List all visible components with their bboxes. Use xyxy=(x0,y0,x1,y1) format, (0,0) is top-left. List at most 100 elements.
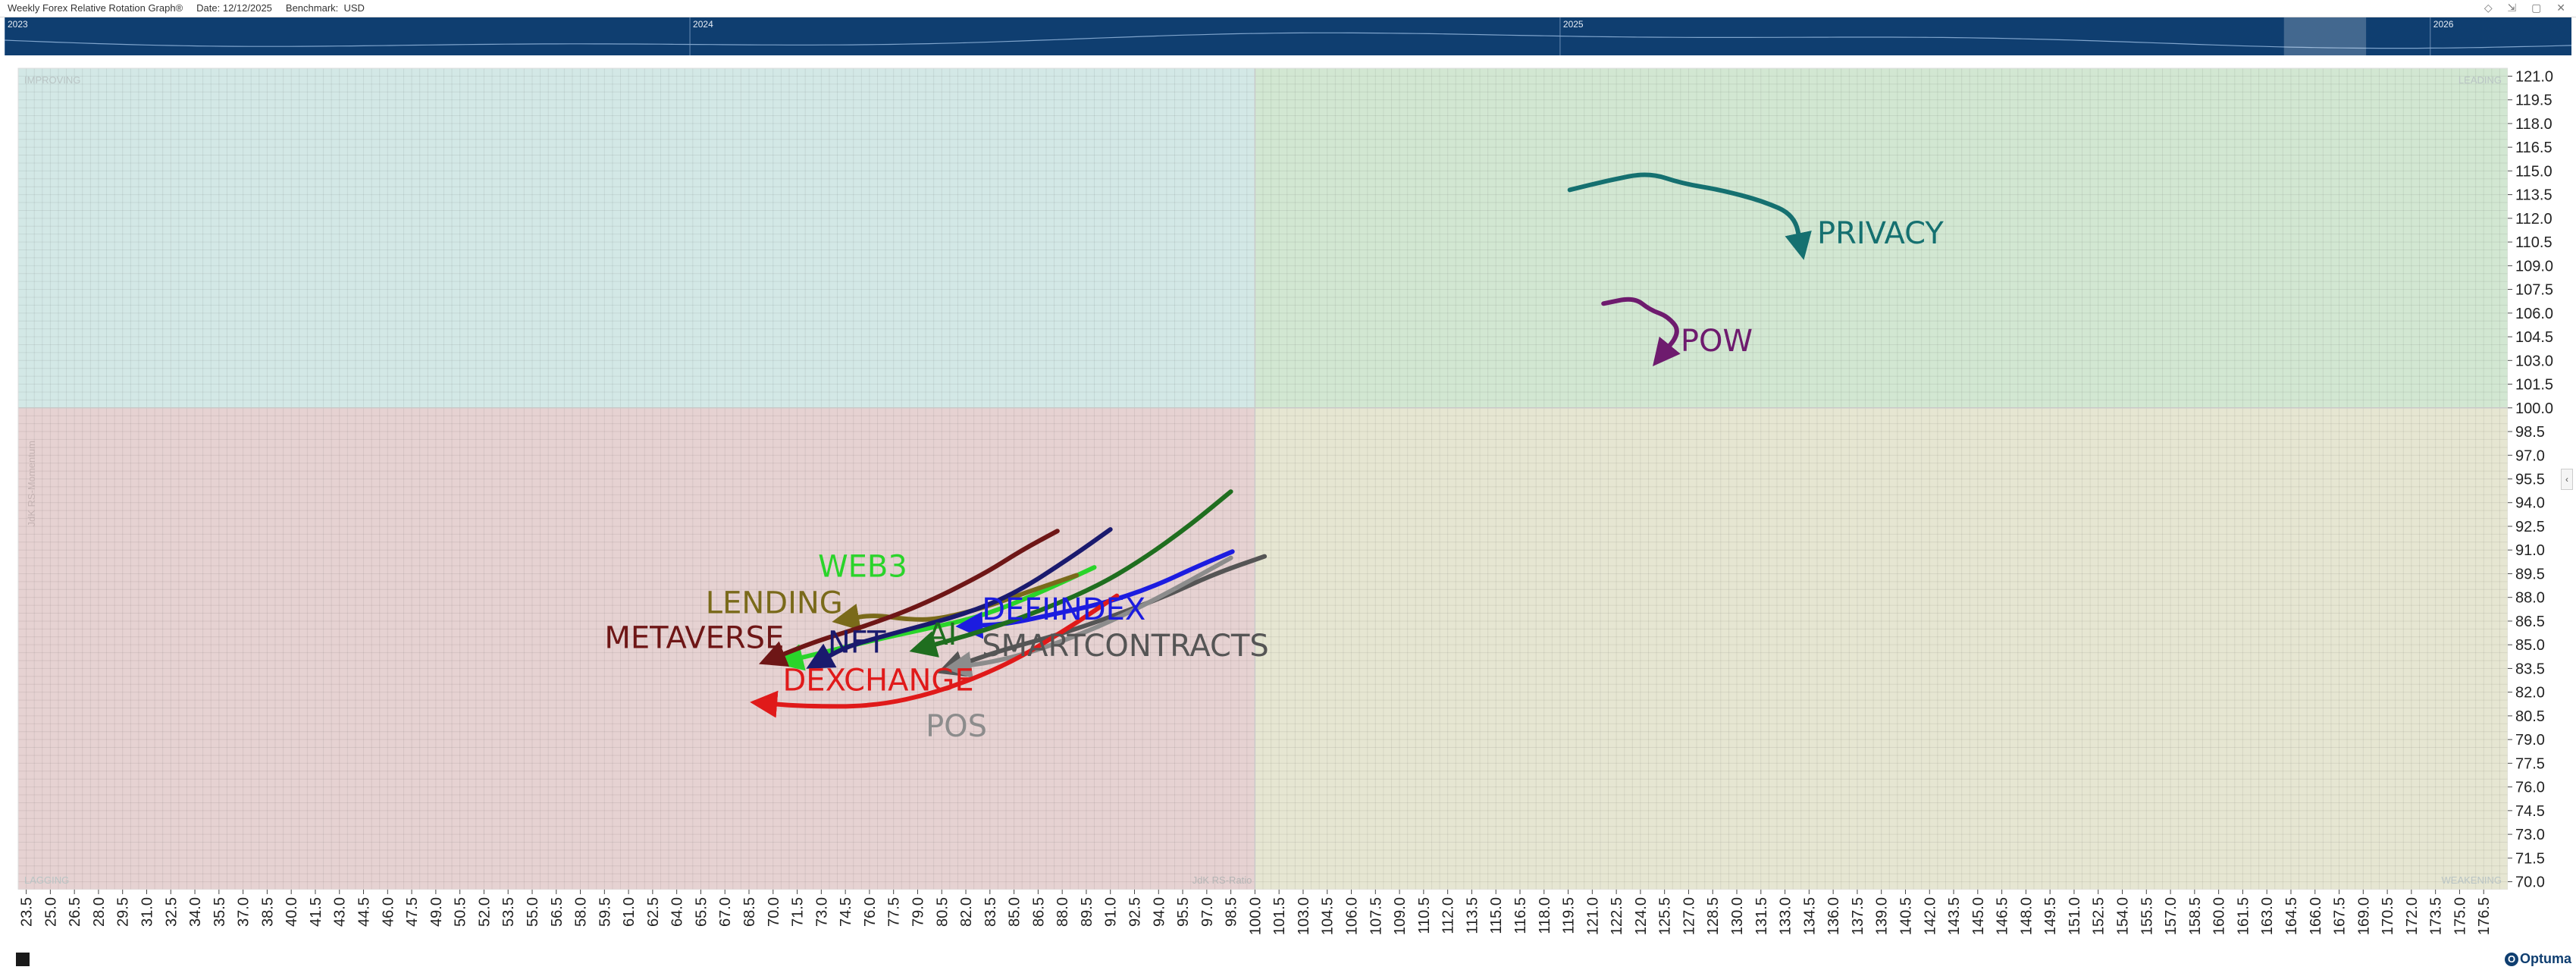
y-tick-label: 100.0 xyxy=(2515,400,2553,417)
series-label-web3: WEB3 xyxy=(818,550,907,585)
x-tick-label: 88.0 xyxy=(1055,897,1071,927)
x-tick-label: 94.0 xyxy=(1151,897,1167,927)
x-tick-label: 119.5 xyxy=(1561,897,1578,934)
x-tick-label: 136.0 xyxy=(1825,897,1842,935)
quadrant-improving xyxy=(18,68,1255,408)
y-tick-label: 107.5 xyxy=(2515,282,2553,299)
y-tick-label: 94.0 xyxy=(2515,495,2545,512)
x-tick-label: 149.5 xyxy=(2042,897,2059,935)
y-tick-label: 110.5 xyxy=(2515,234,2552,251)
quadrant-label-lagging: LAGGING xyxy=(24,874,69,886)
x-tick-label: 59.5 xyxy=(597,897,613,927)
timeline-selection-window xyxy=(2283,17,2367,55)
x-tick-label: 85.0 xyxy=(1007,897,1023,927)
x-tick-label: 145.0 xyxy=(1970,897,1987,935)
series-label-smartcontracts: SMARTCONTRACTS xyxy=(982,629,1269,664)
y-tick-label: 103.0 xyxy=(2515,353,2553,369)
x-tick-label: 118.0 xyxy=(1537,897,1553,934)
x-tick-label: 43.0 xyxy=(332,897,349,927)
y-tick-label: 119.5 xyxy=(2515,93,2552,109)
x-tick-label: 40.0 xyxy=(284,897,300,927)
x-tick-label: 25.0 xyxy=(42,897,59,927)
timeline-year-label: 2024 xyxy=(693,19,713,30)
window-controls-icon[interactable]: ◇ ⇲ ▢ ✕ xyxy=(2484,2,2571,14)
x-tick-label: 134.5 xyxy=(1801,897,1818,935)
x-tick-label: 166.0 xyxy=(2308,897,2324,935)
x-tick-label: 70.0 xyxy=(766,897,782,927)
x-tick-label: 67.0 xyxy=(717,897,734,927)
x-tick-label: 163.0 xyxy=(2259,897,2276,935)
x-tick-label: 164.5 xyxy=(2283,897,2300,935)
x-tick-label: 158.5 xyxy=(2187,897,2204,935)
series-label-pos: POS xyxy=(926,709,987,744)
x-tick-label: 86.5 xyxy=(1030,897,1047,927)
x-tick-label: 32.5 xyxy=(163,897,180,927)
x-tick-label: 89.5 xyxy=(1079,897,1095,927)
optuma-logo: O Optuma xyxy=(2505,951,2571,968)
x-tick-label: 155.5 xyxy=(2139,897,2155,935)
series-tail-dexchange xyxy=(750,593,1120,718)
x-tick-label: 170.5 xyxy=(2380,897,2396,935)
x-tick-label: 122.5 xyxy=(1609,897,1625,935)
timeline-overview[interactable]: 2023 2024 2025 2026 xyxy=(5,17,2571,55)
x-tick-label: 97.0 xyxy=(1199,897,1216,927)
x-tick-label: 47.5 xyxy=(404,897,421,927)
x-axis-label: JdK RS-Ratio xyxy=(1192,874,1252,886)
x-tick-label: 98.5 xyxy=(1224,897,1240,927)
x-tick-label: 176.5 xyxy=(2476,897,2493,935)
optuma-mark-icon: O xyxy=(2505,953,2518,967)
y-tick-label: 76.0 xyxy=(2515,780,2545,796)
x-tick-label: 31.0 xyxy=(139,897,155,927)
x-tick-label: 137.5 xyxy=(1850,897,1866,935)
series-label-metaverse: METAVERSE xyxy=(604,620,784,655)
x-tick-label: 157.0 xyxy=(2163,897,2180,935)
y-tick-label: 73.0 xyxy=(2515,827,2545,843)
timeline-navigator[interactable]: 2023 2024 2025 2026 xyxy=(5,17,2571,55)
y-tick-label: 88.0 xyxy=(2515,590,2545,607)
x-tick-label: 52.0 xyxy=(476,897,493,927)
quadrant-leading xyxy=(1255,68,2508,408)
x-tick-label: 28.0 xyxy=(91,897,108,927)
x-tick-label: 79.0 xyxy=(910,897,926,927)
y-axis-panel xyxy=(2508,61,2576,952)
x-tick-label: 109.0 xyxy=(1392,897,1409,935)
series-label-nft: NFT xyxy=(828,626,886,661)
title-bar: Weekly Forex Relative Rotation Graph® Dat… xyxy=(0,0,2576,17)
x-tick-label: 146.5 xyxy=(1995,897,2011,935)
series-label-lending: LENDING xyxy=(706,586,843,621)
y-tick-label: 92.5 xyxy=(2515,519,2545,535)
x-tick-label: 100.0 xyxy=(1247,897,1264,935)
x-tick-label: 37.0 xyxy=(236,897,252,927)
y-tick-label: 101.5 xyxy=(2515,377,2553,394)
y-tick-label: 91.0 xyxy=(2515,542,2545,559)
y-tick-label: 106.0 xyxy=(2515,306,2553,322)
x-tick-label: 104.5 xyxy=(1320,897,1337,935)
x-tick-label: 103.0 xyxy=(1296,897,1312,935)
x-tick-label: 139.0 xyxy=(1874,897,1891,935)
rrg-chart[interactable]: IMPROVING LEADING LAGGING WEAKENING JdK RS-R… xyxy=(0,61,2576,952)
x-tick-label: 121.0 xyxy=(1584,897,1601,935)
x-tick-label: 127.0 xyxy=(1681,897,1697,935)
x-tick-label: 125.5 xyxy=(1657,897,1674,935)
y-tick-label: 98.5 xyxy=(2515,424,2545,441)
quadrant-label-weakening: WEAKENING xyxy=(2442,874,2502,886)
y-tick-label: 74.5 xyxy=(2515,803,2545,820)
y-tick-label: 116.5 xyxy=(2515,140,2552,156)
x-tick-label: 161.5 xyxy=(2235,897,2252,935)
y-tick-label: 85.0 xyxy=(2515,637,2545,654)
x-tick-label: 131.5 xyxy=(1753,897,1770,935)
y-tick-label: 80.5 xyxy=(2515,708,2545,725)
x-tick-label: 65.5 xyxy=(693,897,710,927)
x-tick-label: 23.5 xyxy=(19,897,36,927)
timeline-year-label: 2026 xyxy=(2433,19,2454,30)
x-tick-label: 143.5 xyxy=(1946,897,1963,935)
x-tick-label: 154.0 xyxy=(2115,897,2132,935)
expand-panel-icon[interactable]: ‹ xyxy=(2561,469,2573,490)
grid xyxy=(17,67,2509,890)
status-indicator[interactable] xyxy=(16,953,30,966)
x-tick-label: 61.0 xyxy=(621,897,638,927)
x-tick-label: 73.0 xyxy=(813,897,830,927)
series-tail-pos xyxy=(944,555,1233,679)
series-tail-nft xyxy=(806,527,1113,669)
y-tick-label: 77.5 xyxy=(2515,755,2545,772)
